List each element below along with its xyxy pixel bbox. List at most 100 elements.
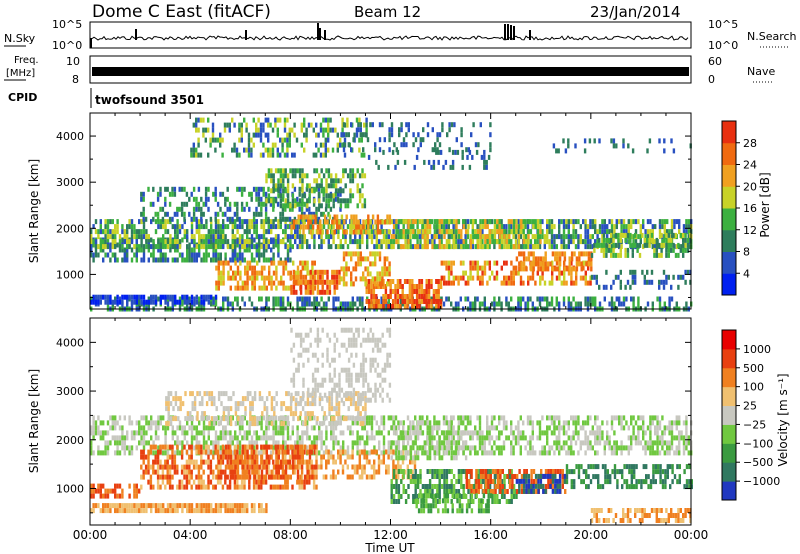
power-cell [454, 234, 458, 240]
power-cell [272, 270, 276, 276]
power-cell [248, 265, 252, 271]
power-cell [454, 244, 458, 250]
power-cell [512, 265, 515, 271]
power-cell [204, 186, 208, 192]
velocity-cell [596, 415, 599, 421]
power-cell [572, 234, 575, 240]
velocity-cell [546, 450, 549, 456]
velocity-cell [189, 416, 192, 422]
power-cell [233, 211, 237, 217]
power-cell [387, 244, 390, 250]
power-cell [455, 137, 458, 143]
velocity-cell [680, 430, 683, 436]
power-cell [173, 186, 177, 192]
velocity-cell [673, 435, 676, 441]
power-cell [188, 242, 191, 248]
velocity-cell [255, 440, 258, 446]
power-cell [231, 229, 234, 235]
power-cell [92, 257, 95, 263]
power-cell [558, 224, 561, 230]
power-cell [388, 127, 391, 133]
power-cell [617, 242, 620, 248]
velocity-cell [118, 425, 122, 431]
power-cell [498, 301, 501, 307]
power-cell [92, 224, 95, 230]
power-cell [598, 284, 601, 290]
power-cell [412, 224, 415, 230]
power-cell [495, 301, 498, 307]
power-cell [202, 239, 206, 245]
power-cell [188, 211, 191, 217]
power-cell [437, 289, 440, 294]
power-cell [260, 211, 263, 217]
power-cell [288, 216, 292, 222]
velocity-cell [184, 416, 187, 422]
power-cell [267, 296, 270, 302]
power-cell [169, 247, 172, 253]
power-cell [299, 260, 302, 266]
velocity-cell [637, 415, 640, 421]
velocity-cell [135, 430, 138, 436]
velocity-cell [517, 435, 520, 441]
velocity-cell [572, 415, 575, 421]
power-cell [555, 296, 558, 302]
power-cell [634, 279, 637, 285]
power-cell [250, 196, 253, 202]
velocity-cell [670, 440, 674, 446]
power-cell [677, 252, 680, 258]
velocity-cell [682, 440, 686, 446]
power-cell [520, 224, 523, 230]
power-cell [114, 229, 117, 235]
velocity-cell [370, 435, 374, 441]
power-cell [246, 224, 249, 230]
velocity-cell [236, 420, 239, 426]
velocity-cell [177, 416, 180, 422]
power-cell [638, 252, 642, 258]
power-cell [302, 274, 305, 280]
power-cell [190, 216, 193, 222]
power-cell [631, 279, 634, 285]
power-cell [443, 244, 446, 250]
velocity-cell [382, 420, 386, 426]
power-cell [334, 188, 338, 194]
power-cell [646, 301, 650, 307]
velocity-cell [394, 425, 398, 431]
velocity-cell [430, 440, 434, 446]
power-cell [489, 132, 492, 138]
velocity-cell [154, 435, 158, 441]
power-cell [479, 280, 482, 286]
power-cell [333, 274, 336, 280]
power-cell [238, 186, 241, 192]
power-cell [328, 214, 332, 220]
velocity-cell [596, 430, 599, 436]
power-cell [298, 168, 302, 174]
velocity-cell [663, 450, 666, 456]
power-cell [327, 122, 330, 128]
power-cell [629, 232, 632, 238]
velocity-cell [493, 440, 496, 446]
power-cell [303, 147, 306, 153]
power-cell [274, 142, 277, 148]
velocity-cell [531, 425, 534, 431]
power-cell [639, 224, 642, 230]
power-cell [400, 142, 403, 148]
power-cell [560, 244, 563, 250]
power-cell [181, 252, 184, 258]
power-cell [267, 239, 270, 245]
power-cell [356, 239, 359, 245]
power-cell [484, 224, 487, 230]
power-cell [311, 274, 315, 280]
power-cell [367, 219, 370, 225]
velocity-cell [670, 420, 674, 426]
power-cell [415, 154, 419, 160]
velocity-cell [92, 450, 95, 456]
power-cell [416, 219, 419, 225]
velocity-cell [553, 420, 556, 426]
velocity-cell [219, 430, 222, 436]
velocity-cell [313, 415, 316, 421]
power-cell [682, 242, 685, 248]
power-cell [183, 294, 186, 300]
velocity-cell [102, 450, 105, 456]
power-cell [510, 296, 513, 302]
power-cell [489, 147, 492, 153]
